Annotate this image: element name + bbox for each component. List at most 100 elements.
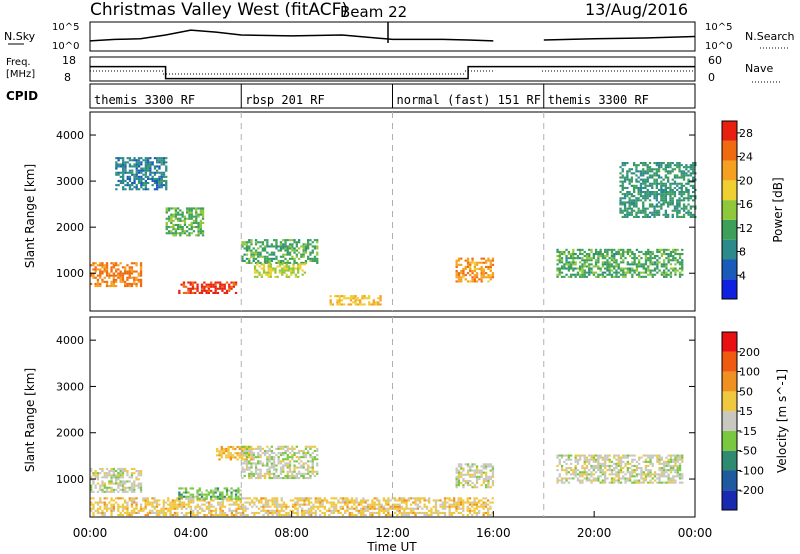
colorbar-swatch [722,160,737,181]
heatmap-cell [669,477,673,480]
heatmap-cell [270,472,273,475]
heatmap-cell [485,261,488,264]
heatmap-cell [234,489,238,492]
heatmap-cell [101,270,104,273]
heatmap-cell [475,497,478,500]
heatmap-cell [473,261,476,264]
heatmap-cell [295,460,298,463]
heatmap-cell [253,269,257,272]
heatmap-cell [592,273,595,276]
heatmap-cell [669,275,673,278]
heatmap-cell [273,511,277,514]
heatmap-cell [257,456,260,459]
heatmap-cell [352,301,355,304]
heatmap-cell [574,473,577,476]
heatmap-cell [455,501,458,504]
heatmap-cell [585,257,589,260]
heatmap-cell [617,250,620,253]
heatmap-cell [176,503,179,506]
heatmap-cell [629,475,632,478]
nsearch-tick-bottom: 10^0 [705,41,732,52]
heatmap-cell [466,463,470,466]
heatmap-cell [450,505,453,508]
heatmap-cell [299,263,302,266]
heatmap-cell [459,507,463,510]
heatmap-cell [201,217,205,220]
heatmap-cell [615,273,618,276]
heatmap-cell [302,477,305,480]
heatmap-cell [663,464,666,467]
heatmap-cell [295,253,298,256]
heatmap-cell [604,467,607,470]
heatmap-cell [135,470,138,473]
heatmap-cell [663,471,666,474]
heatmap-cell [219,497,222,500]
heatmap-cell [439,511,442,514]
heatmap-cell [329,303,332,306]
heatmap-cell [122,175,125,178]
heatmap-cell [361,295,364,298]
heatmap-cell [676,162,679,165]
heatmap-cell [198,499,202,502]
heatmap-cell [692,180,695,183]
heatmap-cell [409,509,413,512]
heatmap-cell [269,273,272,276]
heatmap-cell [96,476,100,479]
heatmap-cell [270,259,273,262]
heatmap-cell [579,267,582,270]
heatmap-cell [662,168,665,171]
heatmap-cell [378,507,381,510]
heatmap-cell [185,489,188,492]
heatmap-cell [185,511,188,514]
heatmap-cell [583,469,586,472]
heatmap-cell [133,280,136,283]
heatmap-cell [665,263,668,266]
heatmap-cell [594,464,598,467]
heatmap-cell [638,250,641,253]
heatmap-cell [459,501,463,504]
heatmap-cell [300,474,303,477]
heatmap-cell [124,285,127,288]
heatmap-cell [662,199,665,202]
heatmap-cell [250,456,253,459]
heatmap-cell [662,184,665,187]
heatmap-cell [629,248,632,251]
heatmap-cell [130,270,134,273]
heatmap-cell [610,473,614,476]
heatmap-cell [170,230,173,233]
heatmap-cell [608,454,611,457]
heatmap-cell [245,261,249,264]
heatmap-cell [283,269,286,272]
heatmap-cell [179,232,182,235]
heatmap-cell [133,480,136,483]
heatmap-cell [344,503,347,506]
heatmap-cell [144,163,147,166]
heatmap-cell [676,205,679,208]
heatmap-cell [310,509,313,512]
heatmap-cell [642,460,645,463]
heatmap-cell [258,271,261,274]
heatmap-cell [428,497,431,500]
heatmap-cell [649,263,652,266]
heatmap-cell [663,460,666,463]
heatmap-cell [277,245,280,248]
heatmap-cell [469,265,472,268]
heatmap-cell [669,479,673,482]
heatmap-cell [489,274,492,277]
heatmap-cell [105,268,109,271]
heatmap-cell [619,267,623,270]
heatmap-cell [144,159,147,162]
heatmap-cell [172,223,175,226]
heatmap-cell [121,280,125,283]
heatmap-cell [316,259,319,262]
heatmap-cell [608,467,611,470]
heatmap-cell [574,263,577,266]
heatmap-cell [588,255,591,258]
heatmap-cell [570,458,573,461]
heatmap-cell [400,514,404,517]
heatmap-cell [126,474,129,477]
heatmap-cell [678,211,681,214]
heatmap-cell [680,191,683,194]
heatmap-cell [271,514,274,517]
heatmap-cell [419,505,422,508]
